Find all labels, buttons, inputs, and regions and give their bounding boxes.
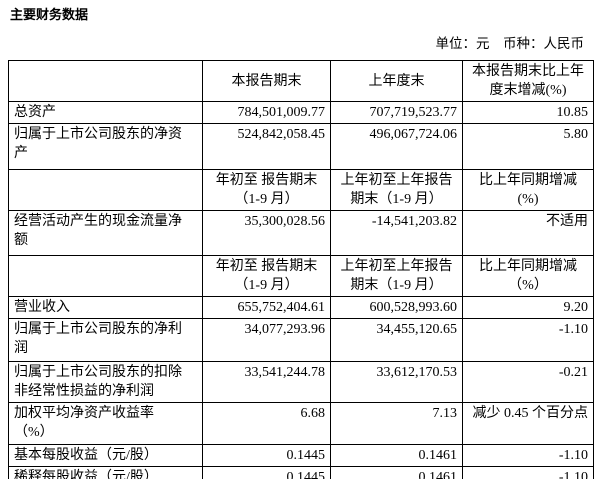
value-cell: -0.21 — [462, 361, 594, 403]
header-cell-yoy-change: 比上年同期增减 （%） — [462, 255, 594, 297]
table-row-diluted-eps: 稀释每股收益（元/股） 0.1445 0.1461 -1.10 — [8, 466, 594, 479]
header-cell-blank — [8, 60, 203, 102]
key-financial-data-table: 本报告期末 上年度末 本报告期末比上年 度末增减(%) 总资产 784,501,… — [8, 60, 594, 479]
unit-currency-note: 单位：元 币种：人民币 — [435, 36, 585, 51]
row-label-cell: 营业收入 — [8, 296, 203, 319]
value-cell: -1.10 — [462, 444, 594, 467]
value-cell: 6.68 — [202, 402, 331, 445]
header-cell-prior-ytd-period: 上年初至上年报告 期末（1-9 月） — [330, 255, 463, 297]
table-row-net-profit-excl-nonrecurring: 归属于上市公司股东的扣除 非经常性损益的净利润 33,541,244.78 33… — [8, 361, 594, 403]
table-header-row: 年初至 报告期末 （1-9 月） 上年初至上年报告 期末（1-9 月） 比上年同… — [8, 255, 594, 297]
header-cell-ytd-period: 年初至 报告期末 （1-9 月） — [202, 255, 331, 297]
header-cell-change-vs-prior-year-end: 本报告期末比上年 度末增减(%) — [462, 60, 594, 102]
table-row-net-profit: 归属于上市公司股东的净利 润 34,077,293.96 34,455,120.… — [8, 318, 594, 362]
page-title: 主要财务数据 — [10, 8, 89, 23]
header-cell-prior-ytd-period: 上年初至上年报告 期末（1-9 月） — [330, 169, 463, 211]
value-cell: 33,612,170.53 — [330, 361, 463, 403]
value-cell: 0.1445 — [202, 444, 331, 467]
header-cell-blank — [8, 169, 203, 211]
value-cell: 600,528,993.60 — [330, 296, 463, 319]
value-cell: 784,501,009.77 — [202, 101, 331, 124]
row-label-cell: 加权平均净资产收益率 （%） — [8, 402, 203, 445]
table-row-basic-eps: 基本每股收益（元/股） 0.1445 0.1461 -1.10 — [8, 444, 594, 467]
table-row-operating-revenue: 营业收入 655,752,404.61 600,528,993.60 9.20 — [8, 296, 594, 319]
row-label-cell: 归属于上市公司股东的净利 润 — [8, 318, 203, 362]
row-label-cell: 经营活动产生的现金流量净 额 — [8, 210, 203, 256]
value-cell: -1.10 — [462, 466, 594, 479]
table-row-weighted-avg-roe: 加权平均净资产收益率 （%） 6.68 7.13 减少 0.45 个百分点 — [8, 402, 594, 445]
value-cell: 33,541,244.78 — [202, 361, 331, 403]
header-cell-blank — [8, 255, 203, 297]
table-row-operating-cash-flow: 经营活动产生的现金流量净 额 35,300,028.56 -14,541,203… — [8, 210, 594, 256]
value-cell: 不适用 — [462, 210, 594, 256]
value-cell: 7.13 — [330, 402, 463, 445]
value-cell: -14,541,203.82 — [330, 210, 463, 256]
table-header-row: 本报告期末 上年度末 本报告期末比上年 度末增减(%) — [8, 60, 594, 102]
value-cell: 524,842,058.45 — [202, 123, 331, 170]
value-cell: 0.1461 — [330, 444, 463, 467]
header-cell-current-period-end: 本报告期末 — [202, 60, 331, 102]
value-cell: 35,300,028.56 — [202, 210, 331, 256]
value-cell: 496,067,724.06 — [330, 123, 463, 170]
row-label-cell: 总资产 — [8, 101, 203, 124]
value-cell: 5.80 — [462, 123, 594, 170]
value-cell: 9.20 — [462, 296, 594, 319]
value-cell: -1.10 — [462, 318, 594, 362]
row-label-cell: 稀释每股收益（元/股） — [8, 466, 203, 479]
value-cell: 减少 0.45 个百分点 — [462, 402, 594, 445]
table-row-total-assets: 总资产 784,501,009.77 707,719,523.77 10.85 — [8, 101, 594, 124]
row-label-cell: 归属于上市公司股东的扣除 非经常性损益的净利润 — [8, 361, 203, 403]
value-cell: 34,077,293.96 — [202, 318, 331, 362]
table-row-net-assets: 归属于上市公司股东的净资 产 524,842,058.45 496,067,72… — [8, 123, 594, 170]
header-cell-ytd-period: 年初至 报告期末 （1-9 月） — [202, 169, 331, 211]
value-cell: 10.85 — [462, 101, 594, 124]
table-header-row: 年初至 报告期末 （1-9 月） 上年初至上年报告 期末（1-9 月） 比上年同… — [8, 169, 594, 211]
row-label-cell: 基本每股收益（元/股） — [8, 444, 203, 467]
value-cell: 0.1445 — [202, 466, 331, 479]
value-cell: 655,752,404.61 — [202, 296, 331, 319]
header-cell-yoy-change: 比上年同期增减 (%) — [462, 169, 594, 211]
value-cell: 34,455,120.65 — [330, 318, 463, 362]
value-cell: 707,719,523.77 — [330, 101, 463, 124]
value-cell: 0.1461 — [330, 466, 463, 479]
header-cell-prior-year-end: 上年度末 — [330, 60, 463, 102]
row-label-cell: 归属于上市公司股东的净资 产 — [8, 123, 203, 170]
